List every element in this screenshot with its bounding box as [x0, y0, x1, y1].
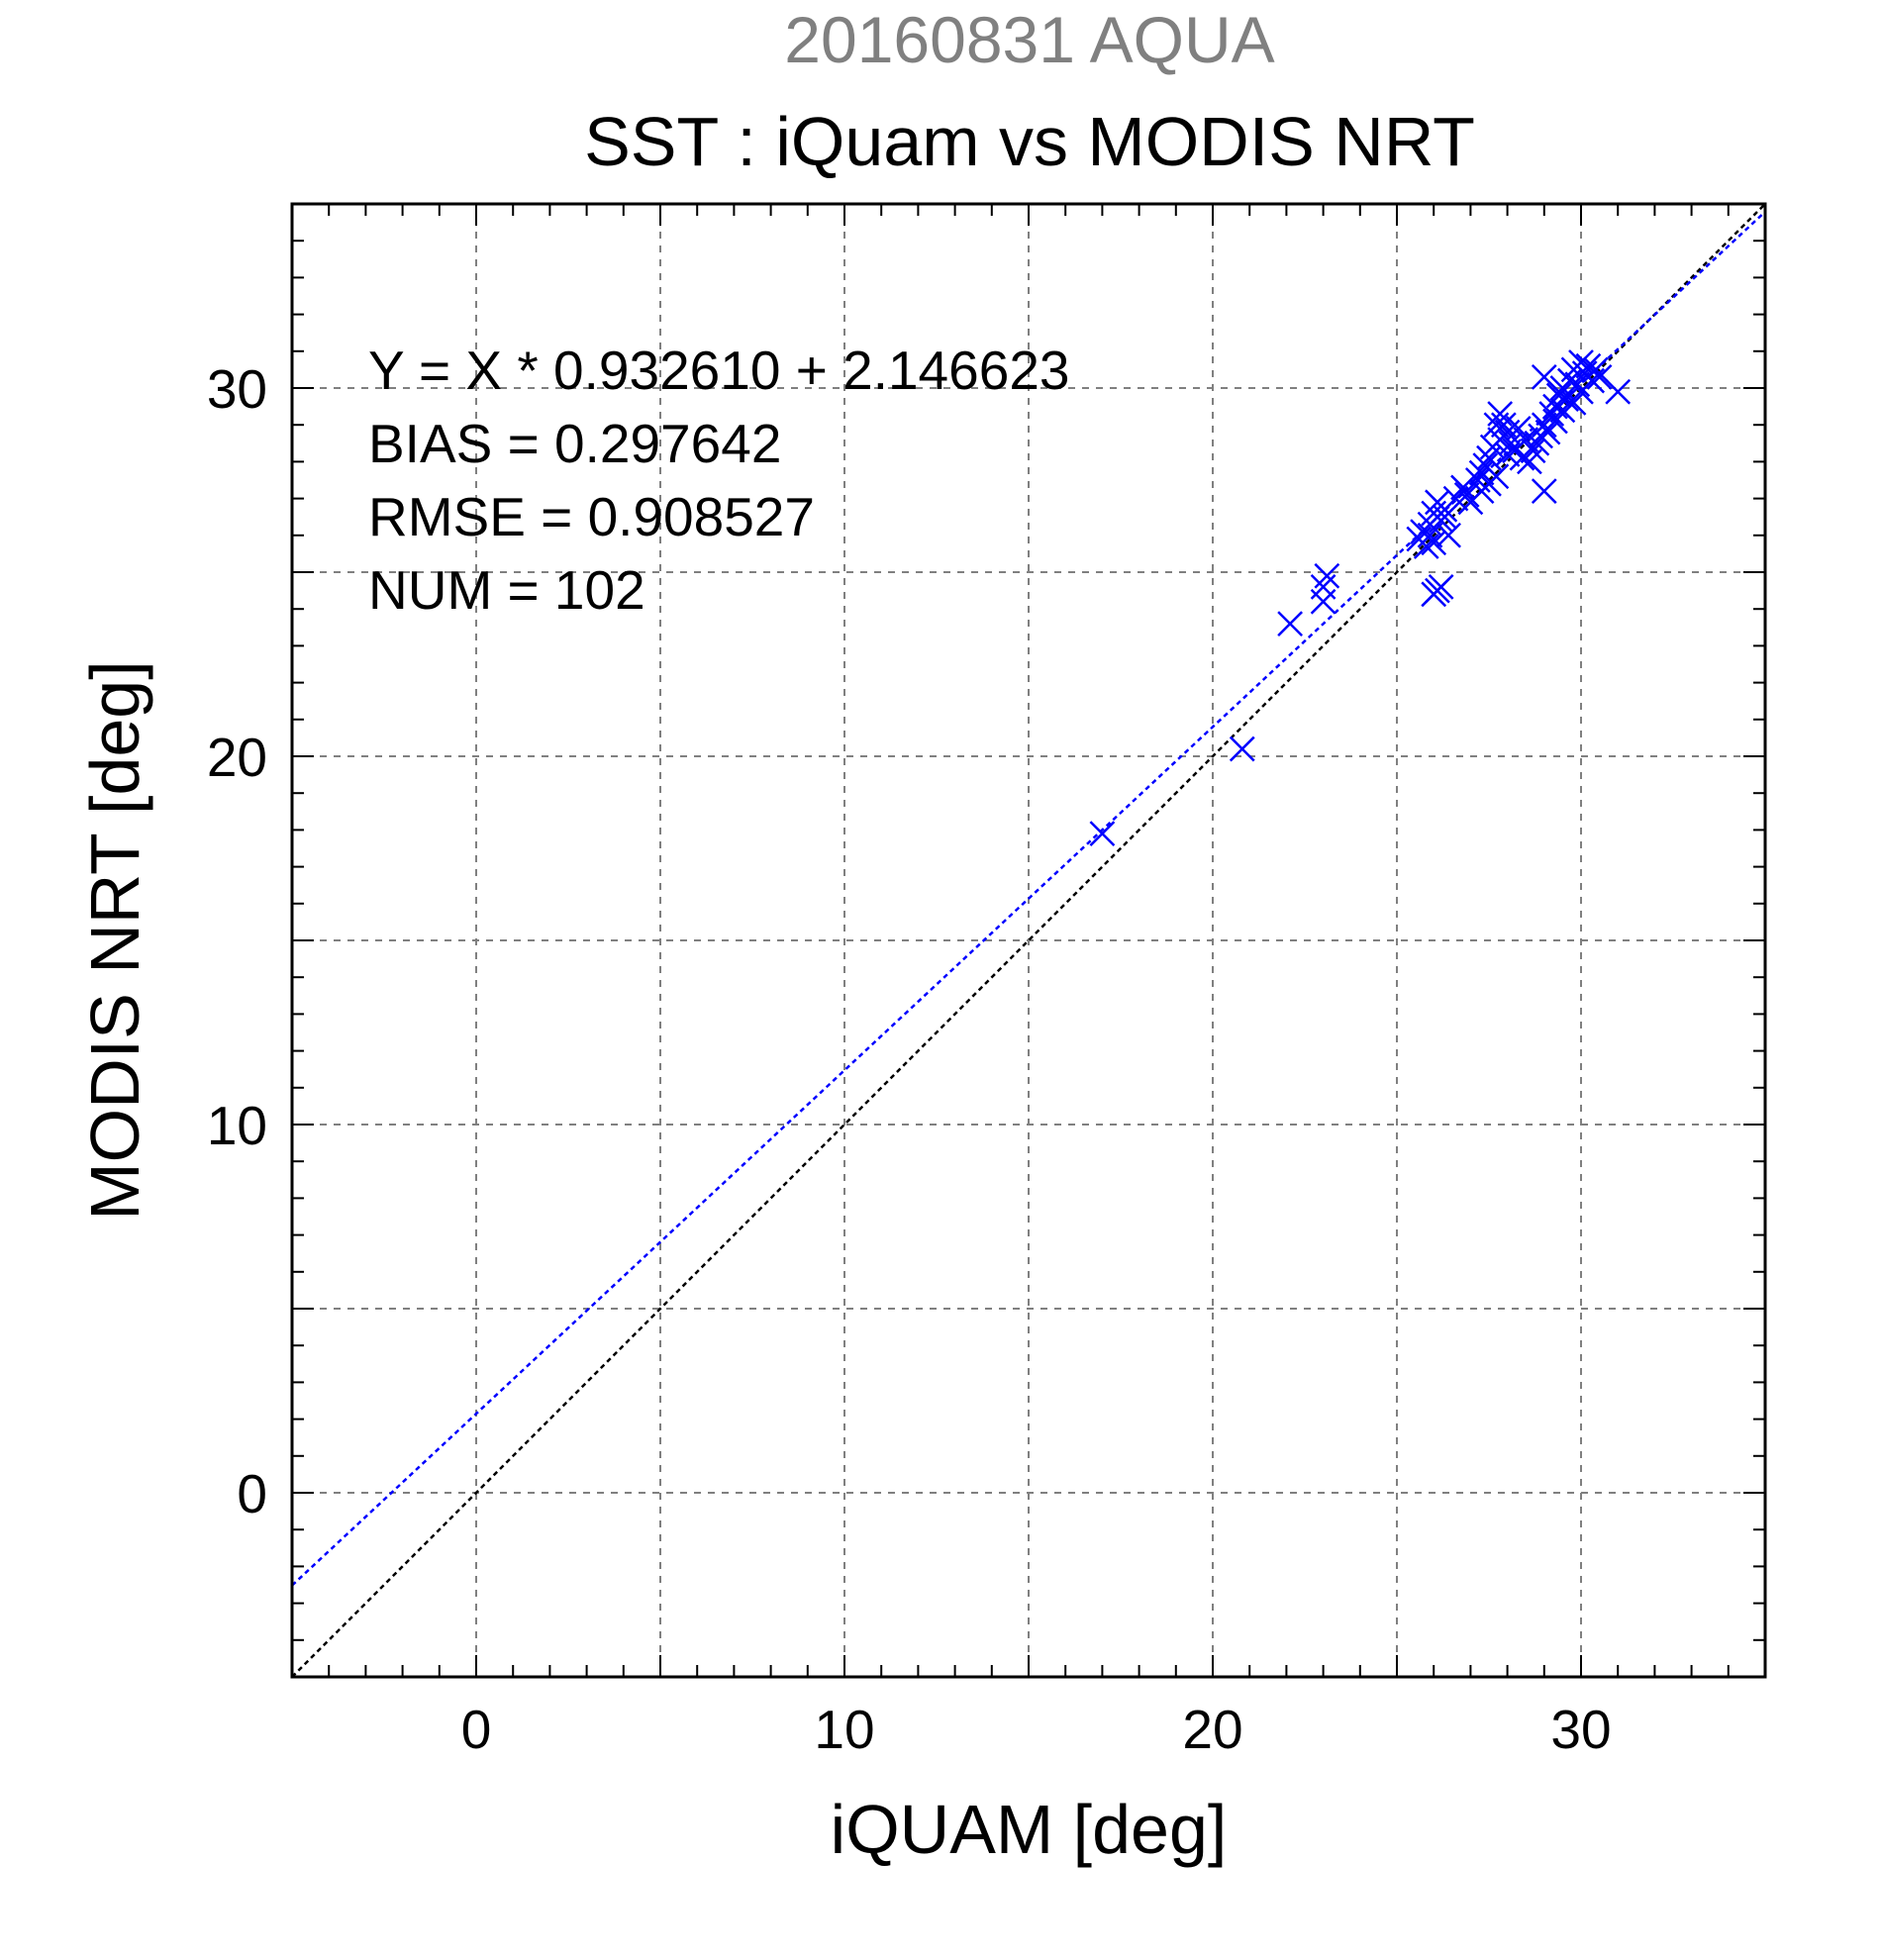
x-tick-label: 20	[1182, 1699, 1242, 1760]
plot-frame	[290, 202, 1767, 1679]
data-point	[1277, 611, 1304, 637]
data-point	[1586, 363, 1613, 390]
y-tick-label: 10	[207, 1095, 267, 1156]
axis-ticks	[292, 204, 1765, 1677]
x-tick-label: 30	[1550, 1699, 1611, 1760]
stats-regression: Y = X * 0.932610 + 2.146623	[368, 340, 1070, 401]
y-axis-label: MODIS NRT [deg]	[76, 660, 153, 1220]
data-point	[1425, 577, 1450, 604]
x-tick-label: 0	[461, 1699, 492, 1760]
stats-box: Y = X * 0.932610 + 2.146623 BIAS = 0.297…	[368, 340, 1070, 621]
data-point	[1432, 504, 1458, 531]
grid	[292, 204, 1765, 1677]
stats-bias: BIAS = 0.297642	[368, 413, 781, 474]
data-point	[1534, 419, 1561, 445]
chart-title: SST : iQuam vs MODIS NRT	[584, 103, 1475, 180]
data-points	[1089, 349, 1632, 847]
x-axis-label: iQUAM [deg]	[831, 1791, 1228, 1868]
y-tick-label: 20	[207, 727, 267, 788]
stats-num: NUM = 102	[368, 559, 645, 621]
tick-labels: 0 10 20 30 0 10 20 30	[207, 358, 1612, 1760]
y-tick-label: 30	[207, 358, 267, 420]
data-point	[1520, 438, 1546, 464]
data-point	[1417, 522, 1443, 548]
regression-line	[291, 210, 1766, 1587]
data-point	[1490, 412, 1517, 439]
x-tick-label: 10	[814, 1699, 874, 1760]
reference-lines	[291, 203, 1766, 1678]
y-tick-label: 0	[237, 1463, 267, 1524]
data-point	[1545, 382, 1572, 409]
data-point	[1505, 416, 1532, 441]
data-point	[1605, 378, 1632, 405]
stats-rmse: RMSE = 0.908527	[368, 486, 815, 547]
data-point	[1531, 363, 1557, 390]
data-point	[1089, 821, 1116, 847]
data-point	[1531, 478, 1557, 505]
data-point	[1468, 459, 1495, 486]
data-point	[1483, 463, 1510, 490]
data-point	[1314, 562, 1340, 589]
data-point	[1310, 588, 1336, 615]
data-point	[1582, 356, 1609, 383]
data-point	[1229, 735, 1255, 762]
data-point	[1453, 481, 1480, 508]
chart-supertitle: 20160831 AQUA	[784, 3, 1274, 76]
data-point	[1560, 389, 1587, 416]
data-point	[1549, 397, 1576, 424]
